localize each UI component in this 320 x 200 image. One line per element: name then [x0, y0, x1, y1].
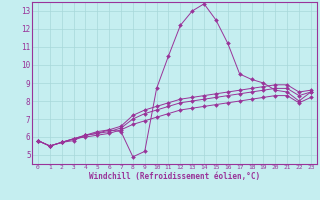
X-axis label: Windchill (Refroidissement éolien,°C): Windchill (Refroidissement éolien,°C) — [89, 172, 260, 181]
